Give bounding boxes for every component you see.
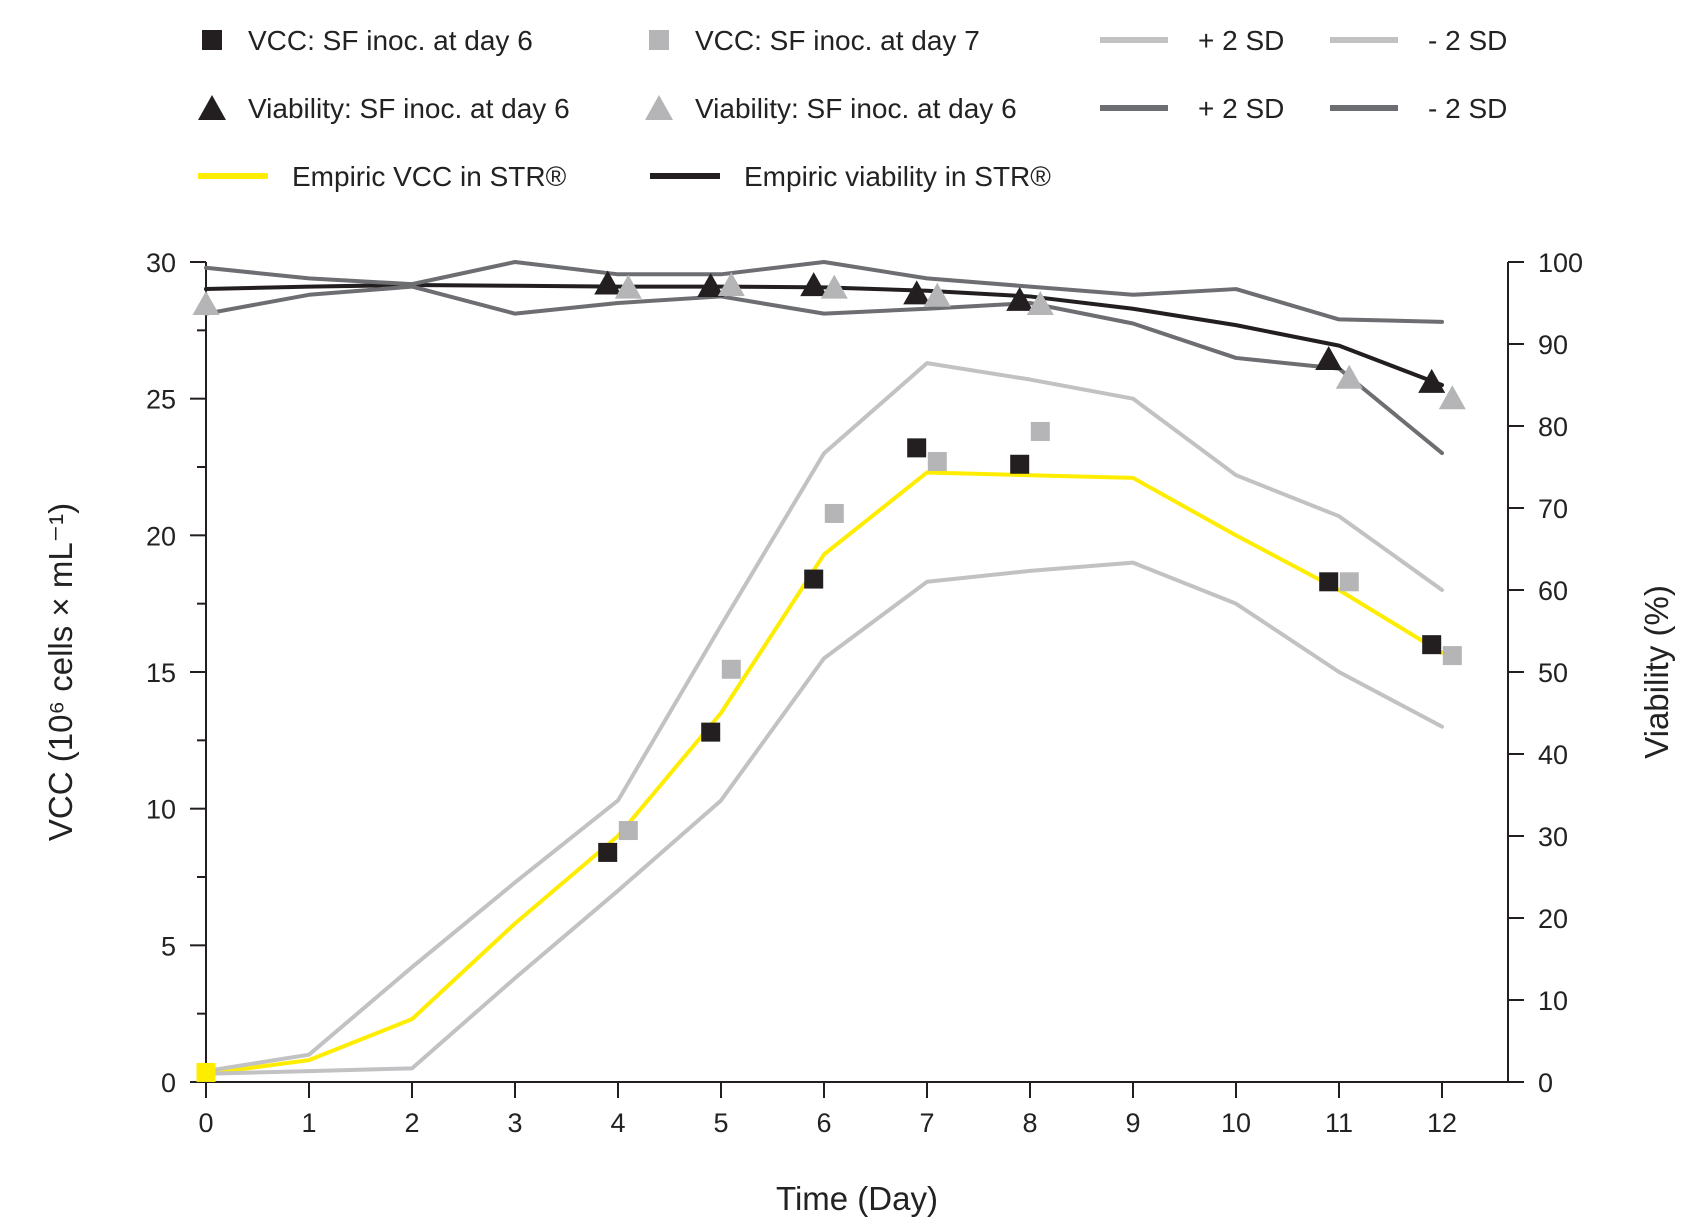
x-tick-label: 2 <box>404 1108 419 1138</box>
x-tick-label: 4 <box>610 1108 625 1138</box>
triangle-marker-9-6 <box>1335 364 1363 389</box>
x-tick-label: 9 <box>1125 1108 1140 1138</box>
square-marker-6-5 <box>1319 572 1339 592</box>
legend-item-5: Viability: SF inoc. at day 6 <box>645 93 1017 124</box>
series-line-1 <box>204 361 1444 1074</box>
square-marker-7-4 <box>1030 421 1050 441</box>
square-marker-7-6 <box>1442 646 1462 666</box>
square-marker-7-3 <box>927 452 947 472</box>
legend-item-0: VCC: SF inoc. at day 6 <box>202 25 533 56</box>
series-line-4 <box>204 260 1444 324</box>
y-right-tick-label: 30 <box>1538 822 1568 852</box>
x-tick-label: 12 <box>1427 1108 1457 1138</box>
square-marker-7-1 <box>721 659 741 679</box>
triangle-marker-8-2 <box>800 272 828 297</box>
triangle-marker-8-0 <box>594 270 622 295</box>
series-line-5 <box>204 284 1444 456</box>
triangle-marker-9-3 <box>820 274 848 299</box>
y-right-tick-label: 100 <box>1538 248 1583 278</box>
y-axis-right-title: Viability (%) <box>1638 585 1675 759</box>
square-marker-6-6 <box>1422 635 1442 655</box>
square-marker-6-2 <box>804 569 824 589</box>
series-line-3 <box>204 282 1444 387</box>
legend-item-1: VCC: SF inoc. at day 7 <box>649 25 980 56</box>
legend-triangle-icon <box>645 95 673 120</box>
series-line-0 <box>204 470 1444 1076</box>
square-marker-6-0 <box>598 842 618 862</box>
legend-item-7: - 2 SD <box>1330 93 1507 124</box>
y-right-tick-label: 70 <box>1538 494 1568 524</box>
triangle-marker-9-5 <box>1026 291 1054 315</box>
y-left-tick-label: 10 <box>146 795 176 825</box>
legend-square-icon <box>649 30 669 50</box>
legend-label: Empiric VCC in STR® <box>292 161 567 192</box>
legend-label: Viability: SF inoc. at day 6 <box>248 93 570 124</box>
triangle-marker-9-0 <box>192 291 220 315</box>
x-tick-label: 3 <box>507 1108 522 1138</box>
legend-square-icon <box>202 30 222 50</box>
triangle-marker-9-7 <box>1438 385 1466 410</box>
y-left-tick-label: 25 <box>146 385 176 415</box>
triangle-marker-9-2 <box>717 272 745 297</box>
legend-label: - 2 SD <box>1428 93 1507 124</box>
y-right-tick-label: 40 <box>1538 740 1568 770</box>
legend-label: - 2 SD <box>1428 25 1507 56</box>
triangle-marker-8-4 <box>1006 286 1034 311</box>
triangle-marker-8-3 <box>903 280 931 305</box>
y-right-tick-label: 80 <box>1538 412 1568 442</box>
legend: VCC: SF inoc. at day 6 VCC: SF inoc. at d… <box>198 25 1507 192</box>
legend-label: + 2 SD <box>1198 93 1284 124</box>
square-marker-7-0 <box>618 821 638 841</box>
legend-item-2: + 2 SD <box>1100 25 1284 56</box>
square-marker-7-5 <box>1339 572 1359 592</box>
y-left-tick-label: 15 <box>146 658 176 688</box>
triangle-marker-8-5 <box>1315 345 1343 370</box>
series-lines <box>204 260 1444 1076</box>
x-tick-label: 10 <box>1221 1108 1251 1138</box>
legend-item-6: + 2 SD <box>1100 93 1284 124</box>
y-right-tick-label: 90 <box>1538 330 1568 360</box>
y-axis-left-title: VCC (10⁶ cells × mL⁻¹) <box>42 503 79 841</box>
square-marker-6-1 <box>701 722 721 742</box>
square-marker-10-0 <box>196 1062 216 1082</box>
x-tick-label: 5 <box>713 1108 728 1138</box>
x-tick-label: 11 <box>1325 1108 1353 1138</box>
triangle-marker-9-4 <box>923 282 951 307</box>
legend-label: Empiric viability in STR® <box>744 161 1051 192</box>
y-left-tick-label: 5 <box>161 931 176 961</box>
series-markers <box>192 270 1466 1082</box>
x-tick-label: 6 <box>816 1108 831 1138</box>
triangle-marker-8-1 <box>697 272 725 297</box>
series-line-2 <box>204 560 1444 1076</box>
y-right-tick-label: 50 <box>1538 658 1568 688</box>
x-tick-label: 0 <box>198 1108 213 1138</box>
legend-item-4: Viability: SF inoc. at day 6 <box>198 93 570 124</box>
x-tick-label: 8 <box>1022 1108 1037 1138</box>
square-marker-7-2 <box>824 503 844 523</box>
legend-label: + 2 SD <box>1198 25 1284 56</box>
legend-label: VCC: SF inoc. at day 7 <box>695 25 980 56</box>
y-right-tick-label: 60 <box>1538 576 1568 606</box>
x-axis-title: Time (Day) <box>776 1180 938 1217</box>
square-marker-6-3 <box>907 438 927 458</box>
legend-item-8: Empiric VCC in STR® <box>198 161 567 192</box>
y-left-tick-label: 0 <box>161 1068 176 1098</box>
legend-label: VCC: SF inoc. at day 6 <box>248 25 533 56</box>
y-left-tick-label: 20 <box>146 521 176 551</box>
x-tick-label: 1 <box>301 1108 316 1138</box>
y-right-tick-label: 20 <box>1538 904 1568 934</box>
legend-label: Viability: SF inoc. at day 6 <box>695 93 1017 124</box>
legend-triangle-icon <box>198 95 226 120</box>
legend-item-9: Empiric viability in STR® <box>650 161 1051 192</box>
triangle-marker-9-1 <box>614 274 642 299</box>
x-tick-label: 7 <box>919 1108 934 1138</box>
y-left-tick-label: 30 <box>146 248 176 278</box>
y-right-tick-label: 0 <box>1538 1068 1553 1098</box>
square-marker-6-4 <box>1010 454 1030 474</box>
legend-item-3: - 2 SD <box>1330 25 1507 56</box>
y-right-tick-label: 10 <box>1538 986 1568 1016</box>
triangle-marker-8-6 <box>1418 368 1446 393</box>
